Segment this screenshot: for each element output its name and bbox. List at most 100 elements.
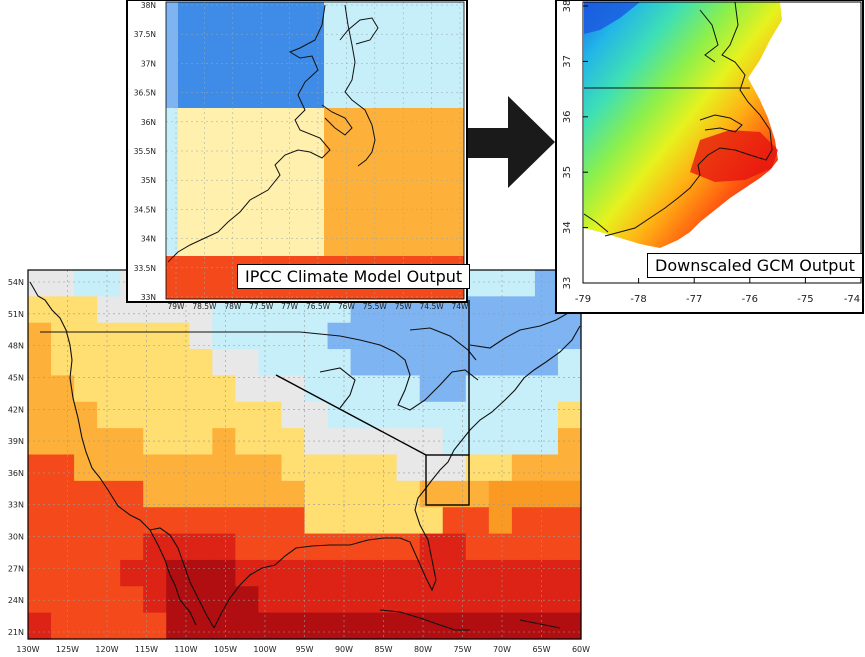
heatmap-cell xyxy=(373,401,398,429)
heatmap-cell xyxy=(189,454,213,482)
heatmap-cell xyxy=(557,454,582,482)
lat-tick-label: 51N xyxy=(8,310,24,319)
lon-tick-label: 80W xyxy=(414,645,432,654)
heatmap-cell xyxy=(143,612,167,640)
downscaled-lat-tick-label: 33 xyxy=(562,277,573,290)
ipcc-inset-frame xyxy=(126,0,468,303)
heatmap-cell xyxy=(534,559,559,587)
heatmap-cell xyxy=(534,349,559,377)
heatmap-cell xyxy=(235,296,260,324)
ipcc-lat-tick-label: 35.5N xyxy=(134,147,156,156)
heatmap-cell xyxy=(557,533,582,561)
heatmap-cell xyxy=(557,428,582,456)
heatmap-cell xyxy=(557,559,582,587)
heatmap-cell xyxy=(74,270,98,297)
heatmap-cell xyxy=(304,322,329,350)
lon-tick-label: 115W xyxy=(135,645,158,654)
heatmap-cell xyxy=(143,296,167,324)
heatmap-cell xyxy=(120,322,144,350)
heatmap-cell xyxy=(143,349,167,377)
heatmap-cell xyxy=(373,612,398,640)
heatmap-cell xyxy=(327,296,352,324)
lon-tick-label: 85W xyxy=(374,645,392,654)
heatmap-cell xyxy=(557,349,582,377)
ipcc-latitude-ticks: 38N 37.5N 37N 36.5N 36N 35.5N 35N 34.5N 34N 33.5N… xyxy=(134,1,156,302)
heatmap-cell xyxy=(442,322,467,350)
heatmap-cell xyxy=(511,349,536,377)
heatmap-cell xyxy=(350,375,375,403)
heatmap-cell xyxy=(97,401,121,429)
heatmap-cell xyxy=(166,533,190,561)
heatmap-cell xyxy=(166,296,190,324)
heatmap-cell xyxy=(465,401,490,429)
heatmap-cell xyxy=(488,612,513,640)
heatmap-cell xyxy=(166,612,190,640)
heatmap-cell xyxy=(189,533,213,561)
downscaled-coastline-outline xyxy=(583,1,773,237)
heatmap-cell xyxy=(304,349,329,377)
heatmap-cell xyxy=(235,454,260,482)
heatmap-cell xyxy=(212,612,236,640)
ipcc-grid-cell xyxy=(324,108,464,256)
lat-tick-label: 27N xyxy=(8,564,24,573)
heatmap-cell xyxy=(373,428,398,456)
lon-tick-label: 75W xyxy=(453,645,471,654)
heatmap-cell xyxy=(396,401,421,429)
downscaled-lon-tick-label: -78 xyxy=(630,294,646,305)
heatmap-cell xyxy=(258,559,283,587)
heatmap-cell xyxy=(396,296,421,324)
heatmap-cell xyxy=(488,559,513,587)
heatmap-cell xyxy=(97,296,121,324)
heatmap-cell xyxy=(465,559,490,587)
heatmap-cell xyxy=(442,507,467,535)
heatmap-cell xyxy=(97,533,121,561)
ipcc-lon-tick-label: 78W xyxy=(224,302,242,311)
heatmap-cell xyxy=(258,533,283,561)
heatmap-cell xyxy=(166,428,190,456)
heatmap-cell xyxy=(28,454,52,482)
heatmap-cell xyxy=(327,349,352,377)
ipcc-lat-tick-label: 34N xyxy=(141,235,156,244)
heatmap-cell xyxy=(304,375,329,403)
heatmap-cell xyxy=(396,454,421,482)
heatmap-cell xyxy=(143,507,167,535)
heatmap-cell xyxy=(212,559,236,587)
heatmap-cell xyxy=(465,270,490,297)
ipcc-grid-cells xyxy=(166,2,464,299)
heatmap-cell xyxy=(511,559,536,587)
heatmap-cell xyxy=(327,559,352,587)
heatmap-cell xyxy=(74,454,98,482)
heatmap-cell xyxy=(327,428,352,456)
heatmap-cell xyxy=(350,322,375,350)
heatmap-cell xyxy=(442,401,467,429)
lon-tick-label: 105W xyxy=(214,645,237,654)
heatmap-cell xyxy=(120,375,144,403)
heatmap-cell xyxy=(143,586,167,614)
heatmap-cell xyxy=(189,586,213,614)
heatmap-cell xyxy=(350,559,375,587)
heatmap-cell xyxy=(212,401,236,429)
lat-tick-label: 33N xyxy=(8,501,24,510)
heatmap-cell xyxy=(350,480,375,508)
heatmap-cell xyxy=(97,428,121,456)
heatmap-cell xyxy=(51,401,75,429)
heatmap-cell xyxy=(304,454,329,482)
heatmap-cell xyxy=(28,533,52,561)
lon-tick-label: 100W xyxy=(253,645,276,654)
heatmap-cell xyxy=(373,375,398,403)
heatmap-cell xyxy=(488,586,513,614)
heatmap-cell xyxy=(51,322,75,350)
heatmap-cell xyxy=(281,586,306,614)
ipcc-lon-tick-label: 77.5W xyxy=(249,302,274,311)
heatmap-cell xyxy=(212,296,236,324)
heatmap-cell xyxy=(442,296,467,324)
heatmap-cell xyxy=(120,349,144,377)
heatmap-cell xyxy=(488,401,513,429)
heatmap-cell xyxy=(511,375,536,403)
lat-tick-label: 36N xyxy=(8,469,24,478)
heatmap-cell xyxy=(189,375,213,403)
heatmap-cell xyxy=(396,349,421,377)
heatmap-cell xyxy=(557,507,582,535)
ipcc-lon-tick-label: 78.5W xyxy=(192,302,217,311)
